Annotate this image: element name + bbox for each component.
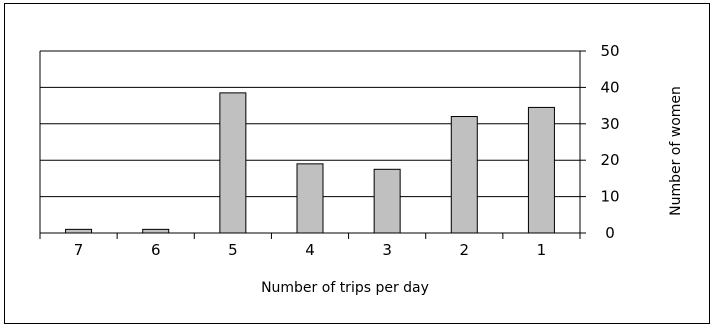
y-tick-label: 0	[605, 224, 615, 242]
x-tick-label: 3	[382, 241, 392, 259]
bar-4	[296, 163, 324, 234]
x-tick-label: 6	[151, 241, 161, 259]
y-tick-label: 20	[600, 151, 619, 169]
bar-2	[450, 116, 478, 234]
bar-1	[527, 106, 555, 234]
x-axis-title: Number of trips per day	[261, 280, 429, 296]
y-tick-label: 50	[600, 42, 619, 60]
x-tick-label: 1	[537, 241, 547, 259]
chart-frame	[4, 3, 710, 324]
y-tick-labels: 0 10 20 30 40 50	[580, 42, 620, 242]
y-tick-label: 30	[600, 115, 619, 133]
x-tick-label: 5	[228, 241, 238, 259]
bar-3	[373, 168, 401, 234]
y-axis-title: Number of women	[668, 86, 684, 216]
y-tick-label: 40	[600, 78, 619, 96]
bar-7	[65, 228, 93, 234]
bars	[65, 92, 555, 234]
x-tick-label: 7	[74, 241, 84, 259]
x-tick-label: 4	[305, 241, 315, 259]
x-tick-labels: 7 6 5 4 3 2 1	[39, 233, 581, 259]
y-tick-label: 10	[600, 188, 619, 206]
x-tick-label: 2	[460, 241, 470, 259]
bar-6	[142, 228, 170, 234]
bar-5	[219, 92, 247, 234]
axes	[39, 51, 581, 234]
